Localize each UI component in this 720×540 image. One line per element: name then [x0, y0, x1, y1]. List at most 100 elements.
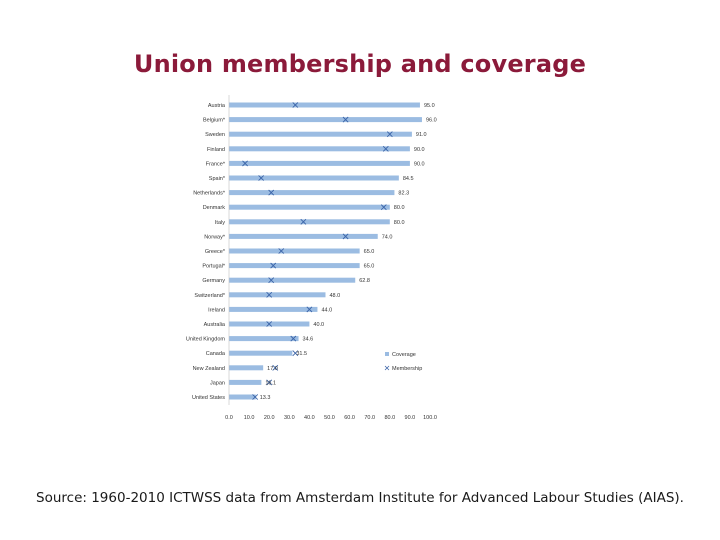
value-label: 96.0 — [426, 118, 437, 124]
coverage-bar — [229, 292, 326, 298]
category-label: United Kingdom — [186, 337, 226, 343]
legend-coverage-swatch — [385, 352, 389, 356]
category-label: Norway* — [204, 234, 226, 240]
membership-marker — [292, 102, 299, 108]
category-label: Switzerland* — [194, 293, 225, 299]
coverage-bar — [229, 219, 390, 225]
legend-coverage-label: Coverage — [392, 352, 416, 358]
x-tick-label: 20.0 — [264, 415, 275, 421]
value-label: 65.0 — [364, 264, 375, 270]
value-label: 31.5 — [296, 351, 307, 357]
value-label: 80.0 — [394, 205, 405, 211]
membership-marker — [342, 116, 349, 123]
membership-marker — [342, 233, 349, 240]
coverage-bar — [229, 175, 399, 181]
coverage-bar — [229, 190, 395, 196]
coverage-bar — [229, 146, 410, 152]
value-label: 62.8 — [359, 278, 370, 284]
x-axis: 0.0 10.0 20.0 30.0 40.0 50.0 60.0 70.0 80.0 90.0 1… — [225, 95, 437, 421]
slide-title: Union membership and coverage — [133, 50, 587, 78]
coverage-bar — [229, 117, 422, 123]
category-label: Portugal* — [202, 264, 225, 270]
category-label: United States — [192, 395, 225, 401]
membership-marker — [380, 204, 387, 211]
value-label: 82.3 — [398, 191, 409, 197]
value-label: 44.0 — [321, 307, 332, 313]
x-tick-label: 90.0 — [405, 415, 416, 421]
category-label: France* — [206, 161, 226, 167]
membership-marker — [266, 321, 273, 327]
category-label: Spain* — [209, 176, 226, 182]
category-label: Sweden — [205, 132, 225, 138]
value-label: 80.0 — [394, 220, 405, 226]
category-label: Belgium* — [203, 118, 226, 124]
coverage-bar — [229, 350, 293, 356]
x-tick-label: 80.0 — [384, 415, 395, 421]
category-labels: Austria Belgium* Sweden Finland France* Spain… — [186, 103, 226, 401]
coverage-bar — [229, 277, 356, 283]
category-label: Austria — [208, 103, 226, 109]
value-label: 95.0 — [424, 103, 435, 109]
membership-marker — [382, 145, 389, 152]
membership-marker — [290, 335, 297, 342]
coverage-bar — [229, 263, 360, 269]
source-note: Source: 1960-2010 ICTWSS data from Amste… — [36, 490, 684, 506]
coverage-bar — [229, 365, 264, 371]
value-label: 17.0 — [267, 366, 278, 372]
x-tick-label: 30.0 — [284, 415, 295, 421]
coverage-bar — [229, 160, 410, 166]
coverage-bar — [229, 204, 390, 210]
coverage-bar — [229, 394, 256, 400]
membership-marker — [242, 160, 248, 167]
x-tick-label: 40.0 — [304, 415, 315, 421]
x-tick-label: 50.0 — [324, 415, 335, 421]
membership-marker — [266, 291, 273, 298]
membership-marker — [292, 350, 299, 357]
membership-marker — [266, 379, 273, 386]
x-tick-label: 70.0 — [364, 415, 375, 421]
value-label: 40.0 — [313, 322, 324, 328]
x-tick-label: 10.0 — [244, 415, 255, 421]
membership-marker — [300, 218, 307, 225]
category-label: Netherlands* — [193, 191, 226, 197]
coverage-bar — [229, 379, 262, 385]
legend-membership-swatch — [384, 365, 390, 371]
x-tick-label: 0.0 — [225, 415, 233, 421]
membership-marker — [270, 262, 277, 269]
coverage-bar — [229, 336, 299, 342]
coverage-bar — [229, 131, 412, 137]
membership-marker — [278, 248, 285, 254]
x-tick-label: 100.0 — [423, 415, 437, 421]
value-label: 16.1 — [265, 380, 276, 386]
membership-marker — [386, 131, 393, 138]
value-labels: 95.0 96.0 91.0 90.0 90.0 84.5 82.3 80.0 80.0 74.0… — [260, 103, 437, 401]
category-label: Japan — [210, 380, 225, 386]
legend-membership-label: Membership — [392, 366, 422, 372]
category-label: Ireland — [208, 307, 225, 313]
value-label: 48.0 — [329, 293, 340, 299]
x-tick-label: 60.0 — [344, 415, 355, 421]
legend: Coverage Membership — [384, 352, 422, 372]
category-label: New Zealand — [193, 366, 225, 372]
membership-marker — [252, 394, 259, 400]
category-label: Italy — [215, 220, 225, 226]
value-label: 65.0 — [364, 249, 375, 255]
value-label: 13.3 — [260, 395, 271, 401]
category-label: Greece* — [205, 249, 226, 255]
membership-marker — [306, 306, 313, 313]
membership-marker — [272, 364, 279, 371]
value-label: 90.0 — [414, 161, 425, 167]
coverage-bar — [229, 233, 378, 239]
category-label: Canada — [206, 351, 226, 357]
membership-marker — [268, 277, 275, 284]
membership-markers — [242, 102, 393, 400]
category-label: Denmark — [203, 205, 226, 211]
category-label: Finland — [207, 147, 225, 153]
value-label: 90.0 — [414, 147, 425, 153]
category-label: Germany — [202, 278, 225, 284]
membership-marker — [268, 189, 275, 196]
value-label: 34.6 — [303, 337, 314, 343]
value-label: 91.0 — [416, 132, 427, 138]
coverage-bars — [229, 102, 422, 400]
